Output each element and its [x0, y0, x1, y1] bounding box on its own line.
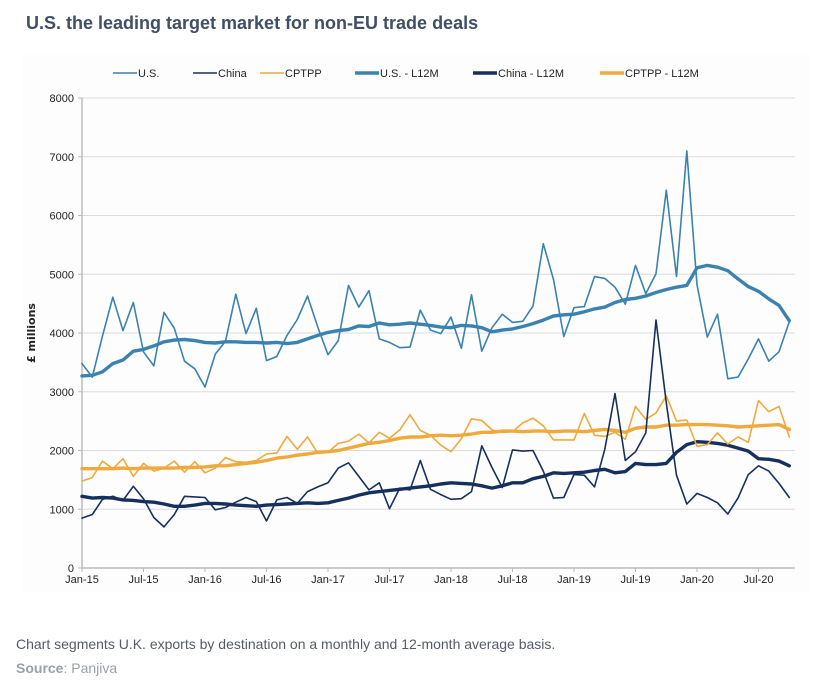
x-tick-label: Jul-15 — [129, 574, 159, 586]
x-tick-label: Jan-20 — [680, 574, 714, 586]
y-tick-label: 4000 — [50, 328, 74, 340]
source-label: Source — [16, 660, 64, 676]
x-tick-label: Jul-18 — [498, 574, 528, 586]
legend-item-china: China — [193, 68, 248, 80]
legend-label: China - L12M — [498, 68, 564, 80]
legend-item-u-s-l12m: U.S. - L12M — [355, 68, 439, 80]
legend-item-u-s: U.S. — [113, 68, 159, 80]
legend-label: U.S. — [138, 68, 159, 80]
x-tick-label: Jan-18 — [434, 574, 468, 586]
legend-item-china-l12m: China - L12M — [473, 68, 564, 80]
y-tick-label: 2000 — [50, 446, 74, 458]
series-line-china-l12m — [80, 440, 791, 508]
y-tick-label: 6000 — [50, 211, 74, 223]
chart-title: U.S. the leading target market for non-E… — [26, 13, 479, 33]
x-tick-label: Jan-16 — [188, 574, 222, 586]
y-tick-label: 8000 — [50, 93, 74, 105]
series-line-cptpp — [81, 395, 791, 482]
x-tick-label: Jan-19 — [557, 574, 591, 586]
series-line-u-s-l12m — [80, 263, 791, 378]
legend-label: China — [218, 68, 248, 80]
x-tick-label: Jul-20 — [744, 574, 774, 586]
gridlines — [82, 97, 795, 510]
series-line-u-s — [81, 150, 791, 388]
y-tick-label: 1000 — [50, 504, 74, 516]
legend-label: U.S. - L12M — [380, 68, 439, 80]
series-lines — [80, 150, 791, 528]
chart-caption: Chart segments U.K. exports by destinati… — [16, 636, 556, 652]
legend-item-cptpp-l12m: CPTPP - L12M — [600, 68, 699, 80]
y-tick-label: 5000 — [50, 269, 74, 281]
source-note: Source: Panjiva — [16, 660, 117, 676]
x-tick-label: Jan-17 — [311, 574, 345, 586]
legend-item-cptpp: CPTPP — [260, 68, 322, 80]
x-tick-label: Jul-19 — [621, 574, 651, 586]
x-tick-label: Jul-17 — [375, 574, 405, 586]
legend-label: CPTPP — [285, 68, 322, 80]
y-axis-label: £ millions — [25, 303, 38, 363]
legend: U.S. China CPTPP U.S. - L12M China - L12M CPT… — [113, 68, 699, 80]
source-value: : Panjiva — [63, 660, 118, 676]
axes: 0 1000 2000 3000 4000 5000 6000 7000 8000 Jan-15 J… — [50, 93, 795, 586]
series-line-china — [81, 319, 791, 528]
x-tick-label: Jul-16 — [252, 574, 282, 586]
x-tick-label: Jan-15 — [65, 574, 99, 586]
y-tick-label: 7000 — [50, 152, 74, 164]
legend-label: CPTPP - L12M — [625, 68, 699, 80]
y-tick-label: 3000 — [50, 387, 74, 399]
y-tick-label: 0 — [68, 563, 74, 575]
